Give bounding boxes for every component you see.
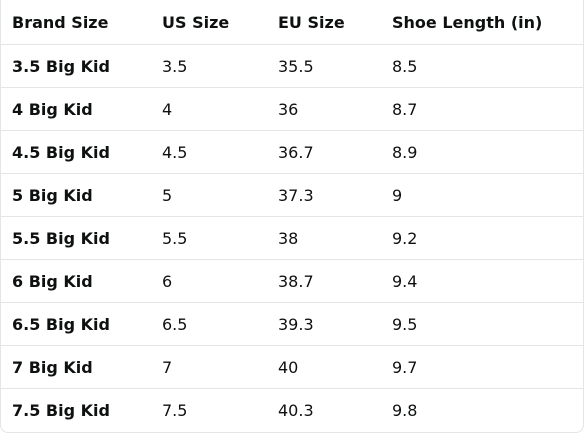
shoe-length-cell: 9.7 <box>392 357 418 377</box>
column-header-brand-size: Brand Size <box>12 12 109 32</box>
shoe-length-cell: 8.9 <box>392 142 418 162</box>
size-chart-table: Brand Size US Size EU Size Shoe Length (… <box>0 0 584 433</box>
table-row: 7.5 Big Kid 7.5 40.3 9.8 <box>1 389 583 432</box>
shoe-length-cell: 9 <box>392 185 403 205</box>
us-size-cell: 4 <box>162 99 173 119</box>
table-row: 6 Big Kid 6 38.7 9.4 <box>1 260 583 303</box>
table-row: 4 Big Kid 4 36 8.7 <box>1 88 583 131</box>
us-size-cell: 4.5 <box>162 142 188 162</box>
us-size-cell: 5.5 <box>162 228 188 248</box>
us-size-cell: 7 <box>162 357 173 377</box>
us-size-cell: 5 <box>162 185 173 205</box>
brand-size-cell: 6.5 Big Kid <box>12 314 110 334</box>
brand-size-cell: 4 Big Kid <box>12 99 93 119</box>
table-row: 6.5 Big Kid 6.5 39.3 9.5 <box>1 303 583 346</box>
us-size-cell: 6 <box>162 271 173 291</box>
eu-size-cell: 35.5 <box>278 56 314 76</box>
table-row: 3.5 Big Kid 3.5 35.5 8.5 <box>1 45 583 88</box>
brand-size-cell: 5 Big Kid <box>12 185 93 205</box>
us-size-cell: 7.5 <box>162 401 188 420</box>
eu-size-cell: 37.3 <box>278 185 314 205</box>
table-row: 5 Big Kid 5 37.3 9 <box>1 174 583 217</box>
column-header-us-size: US Size <box>162 12 230 32</box>
shoe-length-cell: 9.4 <box>392 271 418 291</box>
eu-size-cell: 36.7 <box>278 142 314 162</box>
brand-size-cell: 4.5 Big Kid <box>12 142 110 162</box>
column-header-shoe-length: Shoe Length (in) <box>392 12 543 32</box>
eu-size-cell: 40 <box>278 357 299 377</box>
us-size-cell: 3.5 <box>162 56 188 76</box>
eu-size-cell: 38.7 <box>278 271 314 291</box>
brand-size-cell: 7 Big Kid <box>12 357 93 377</box>
shoe-length-cell: 8.5 <box>392 56 418 76</box>
table-header-row: Brand Size US Size EU Size Shoe Length (… <box>1 0 583 45</box>
table-row: 4.5 Big Kid 4.5 36.7 8.9 <box>1 131 583 174</box>
shoe-length-cell: 9.5 <box>392 314 418 334</box>
brand-size-cell: 6 Big Kid <box>12 271 93 291</box>
eu-size-cell: 39.3 <box>278 314 314 334</box>
eu-size-cell: 38 <box>278 228 299 248</box>
eu-size-cell: 36 <box>278 99 299 119</box>
table-row: 5.5 Big Kid 5.5 38 9.2 <box>1 217 583 260</box>
us-size-cell: 6.5 <box>162 314 188 334</box>
column-header-eu-size: EU Size <box>278 12 345 32</box>
brand-size-cell: 7.5 Big Kid <box>12 401 110 420</box>
shoe-length-cell: 9.8 <box>392 401 418 420</box>
shoe-length-cell: 9.2 <box>392 228 418 248</box>
brand-size-cell: 3.5 Big Kid <box>12 56 110 76</box>
brand-size-cell: 5.5 Big Kid <box>12 228 110 248</box>
table-row: 7 Big Kid 7 40 9.7 <box>1 346 583 389</box>
shoe-length-cell: 8.7 <box>392 99 418 119</box>
eu-size-cell: 40.3 <box>278 401 314 420</box>
